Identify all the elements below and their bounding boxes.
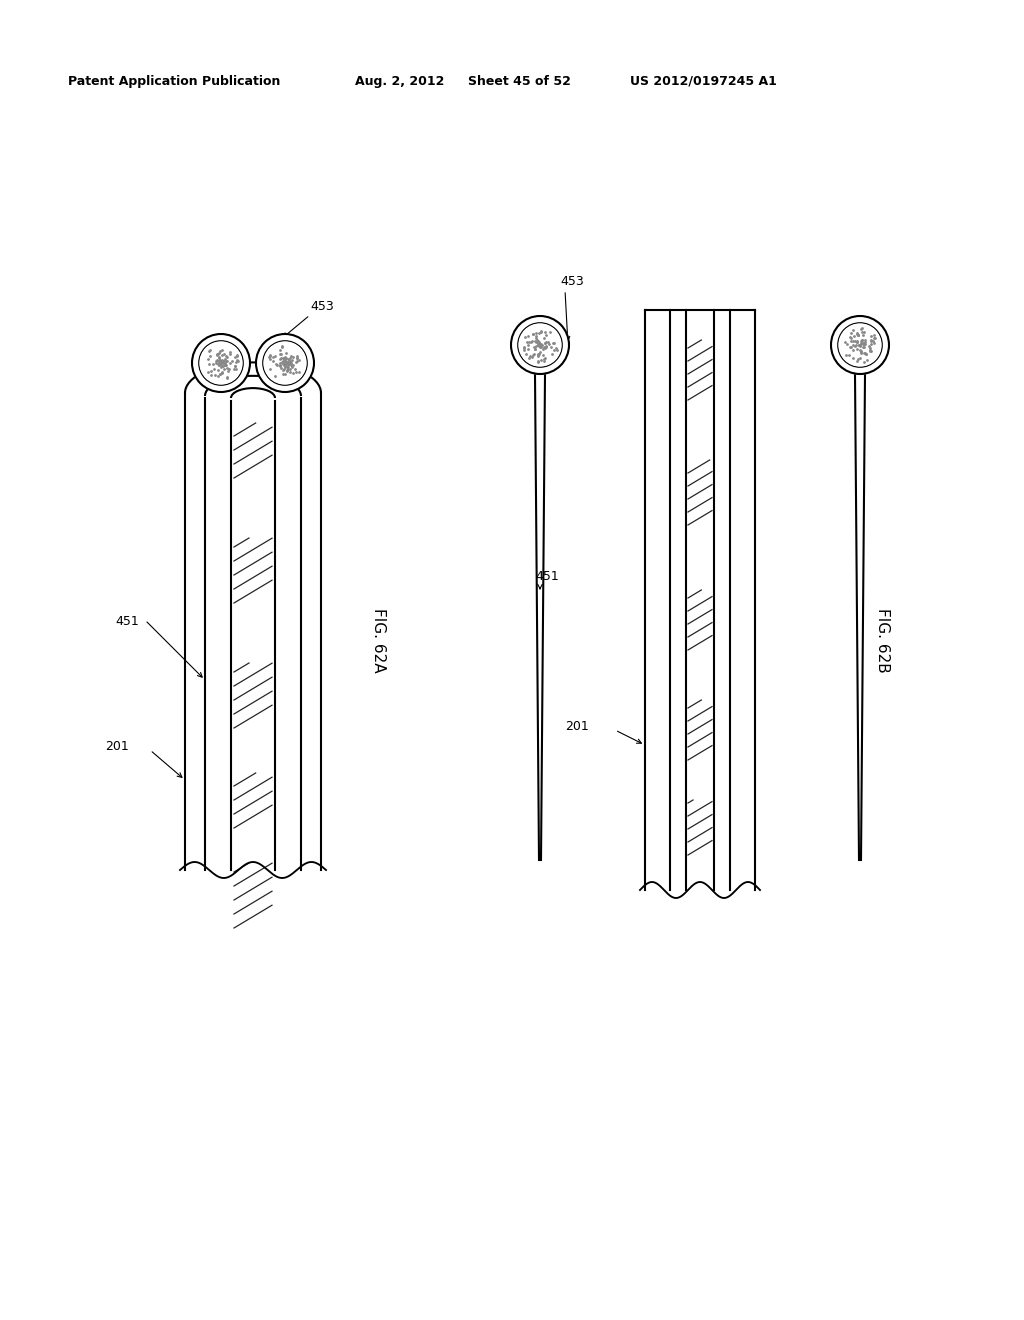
Circle shape <box>200 342 242 384</box>
Text: 453: 453 <box>310 300 334 313</box>
Circle shape <box>831 315 889 374</box>
Text: 451: 451 <box>115 615 138 628</box>
Text: FIG. 62B: FIG. 62B <box>874 607 890 672</box>
Text: Aug. 2, 2012: Aug. 2, 2012 <box>355 75 444 88</box>
Circle shape <box>193 334 250 392</box>
Text: Patent Application Publication: Patent Application Publication <box>68 75 281 88</box>
Circle shape <box>256 334 314 392</box>
Text: US 2012/0197245 A1: US 2012/0197245 A1 <box>630 75 777 88</box>
Text: Sheet 45 of 52: Sheet 45 of 52 <box>468 75 570 88</box>
Circle shape <box>511 315 569 374</box>
Text: 201: 201 <box>105 741 129 752</box>
Text: FIG. 62A: FIG. 62A <box>371 607 386 672</box>
Text: 201: 201 <box>565 719 589 733</box>
Text: 453: 453 <box>560 275 584 288</box>
Circle shape <box>264 342 306 384</box>
Circle shape <box>839 323 881 366</box>
Circle shape <box>519 323 561 366</box>
Text: 451: 451 <box>535 570 559 583</box>
